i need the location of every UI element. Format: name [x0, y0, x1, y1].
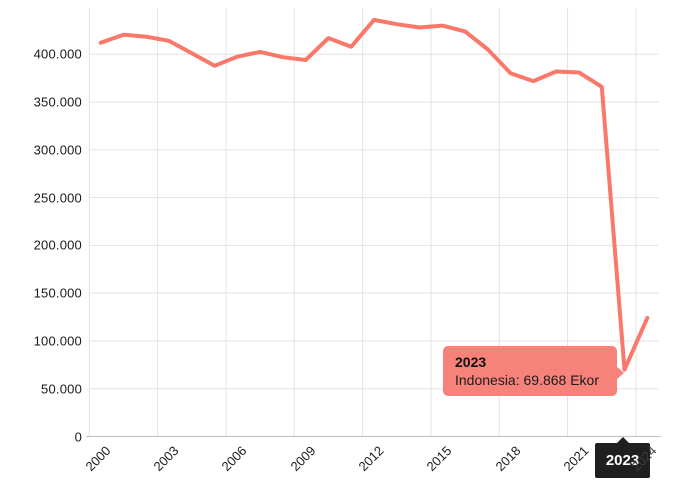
tooltip-pointer-icon	[616, 366, 624, 380]
y-tick-label: 350.000	[33, 94, 82, 110]
series-tooltip: 2023 Indonesia: 69.868 Ekor	[443, 346, 624, 396]
axis-pointer-arrow-icon	[616, 437, 629, 443]
x-axis-pointer-label: 2023	[595, 437, 650, 478]
axis-pointer-year: 2023	[605, 452, 640, 469]
series-line-indonesia[interactable]	[98, 17, 650, 372]
y-tick-label: 100.000	[33, 333, 82, 349]
y-tick-label: 250.000	[33, 190, 82, 206]
y-tick-label: 150.000	[33, 285, 82, 301]
tooltip-value: Indonesia: 69.868 Ekor	[455, 372, 599, 388]
y-tick-label: 200.000	[33, 237, 82, 253]
y-tick-label: 300.000	[33, 142, 82, 158]
tooltip-year: 2023	[455, 354, 487, 370]
y-tick-label: 400.000	[33, 46, 82, 62]
y-tick-label: 0	[74, 429, 82, 444]
y-tick-label: 50.000	[41, 381, 82, 397]
